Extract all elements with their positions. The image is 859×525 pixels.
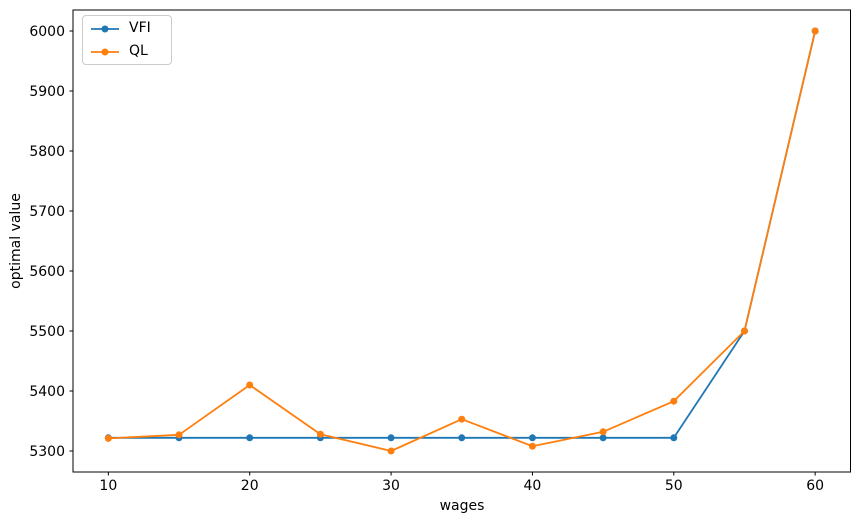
data-point-ql	[316, 430, 324, 438]
x-tick-label: 50	[665, 478, 683, 494]
y-tick-label: 5800	[29, 144, 65, 160]
series-line-vfi	[107, 30, 817, 439]
data-point-ql	[175, 431, 183, 439]
y-tick-label: 5300	[29, 444, 65, 460]
y-tick-label: 5500	[29, 324, 65, 340]
data-point-ql	[670, 397, 678, 405]
data-point-ql	[387, 447, 395, 455]
data-point-vfi	[528, 434, 536, 442]
legend-label-vfi: VFI	[129, 20, 151, 36]
data-point-ql	[811, 27, 819, 35]
legend-label-ql: QL	[129, 43, 148, 59]
series-line-ql	[107, 30, 817, 452]
y-tick-label: 5900	[29, 84, 65, 100]
data-point-vfi	[670, 434, 678, 442]
data-point-ql	[740, 327, 748, 335]
x-tick-label: 20	[241, 478, 259, 494]
data-point-vfi	[246, 434, 254, 442]
x-tick-label: 60	[806, 478, 824, 494]
x-axis-label: wages	[439, 498, 485, 514]
y-tick-label: 5700	[29, 204, 65, 220]
legend-line-marker-icon	[91, 25, 119, 32]
data-point-vfi	[599, 434, 607, 442]
y-tick-label: 5600	[29, 264, 65, 280]
axes-spines	[72, 9, 851, 473]
legend-item-ql: QL	[91, 43, 151, 60]
chart-legend: VFI QL	[82, 15, 172, 65]
x-tick-label: 30	[382, 478, 400, 494]
data-point-vfi	[458, 434, 466, 442]
data-point-ql	[599, 428, 607, 436]
data-point-ql	[458, 415, 466, 423]
x-tick-label: 10	[99, 478, 117, 494]
data-point-ql	[528, 442, 536, 450]
legend-line-marker-icon	[91, 48, 119, 55]
x-tick-label: 40	[524, 478, 542, 494]
data-point-ql	[104, 434, 112, 442]
legend-item-vfi: VFI	[91, 20, 151, 37]
y-tick-label: 5400	[29, 384, 65, 400]
data-point-ql	[246, 381, 254, 389]
y-tick-label: 6000	[29, 24, 65, 40]
data-point-vfi	[387, 434, 395, 442]
y-axis-label: optimal value	[8, 193, 24, 289]
